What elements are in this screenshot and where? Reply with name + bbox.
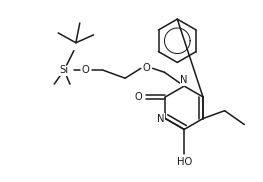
Text: O: O [82, 65, 90, 75]
Text: N: N [157, 114, 164, 124]
Text: O: O [135, 92, 143, 102]
Text: Si: Si [59, 65, 69, 75]
Text: N: N [180, 75, 188, 85]
Text: HO: HO [176, 157, 192, 167]
Text: O: O [143, 63, 151, 73]
